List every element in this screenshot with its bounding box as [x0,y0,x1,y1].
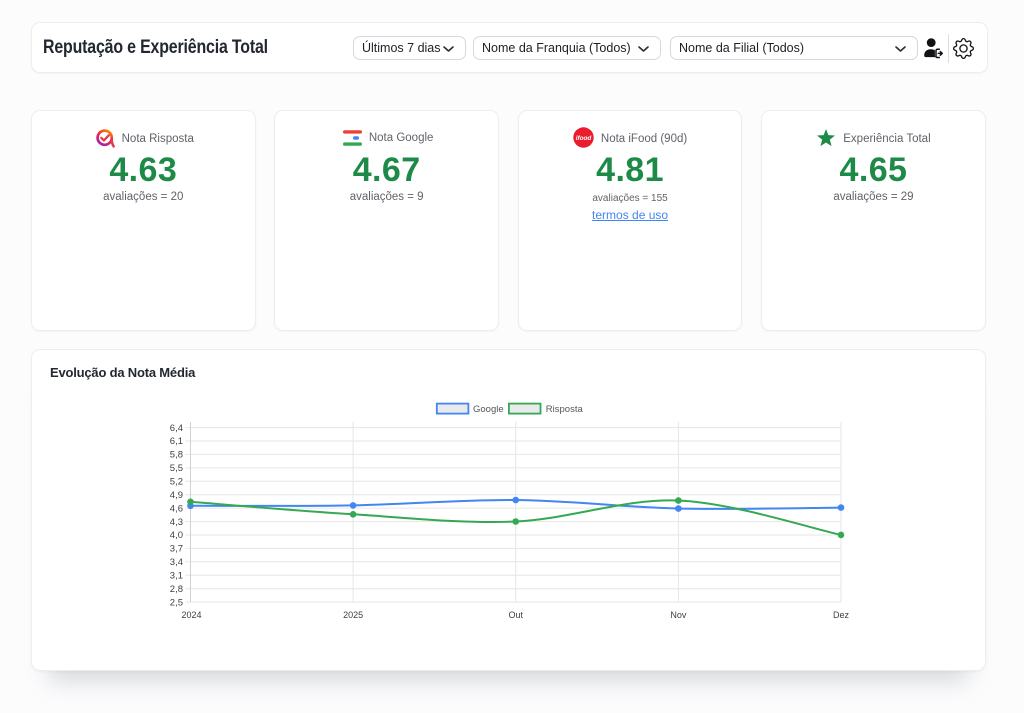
svg-text:2,5: 2,5 [170,597,183,608]
svg-text:6,4: 6,4 [170,423,183,434]
svg-text:2025: 2025 [343,610,363,620]
svg-text:Google: Google [473,404,504,415]
svg-text:Dez: Dez [833,610,850,620]
svg-text:3,4: 3,4 [170,557,183,568]
svg-text:6,1: 6,1 [170,436,183,447]
svg-text:4,6: 4,6 [170,503,183,514]
svg-text:3,1: 3,1 [170,571,183,582]
svg-text:Nov: Nov [670,610,687,620]
svg-text:Out: Out [508,610,523,620]
svg-text:2,8: 2,8 [170,584,183,595]
svg-text:ifood: ifood [576,135,593,142]
svg-text:5,8: 5,8 [170,450,183,461]
svg-text:5,5: 5,5 [170,463,183,474]
svg-text:4,0: 4,0 [170,530,183,541]
svg-text:Risposta: Risposta [546,404,584,415]
svg-text:3,7: 3,7 [170,544,183,555]
svg-text:5,2: 5,2 [170,477,183,488]
svg-text:4,3: 4,3 [170,517,183,528]
svg-text:2024: 2024 [181,610,201,620]
svg-text:4,9: 4,9 [170,490,183,501]
